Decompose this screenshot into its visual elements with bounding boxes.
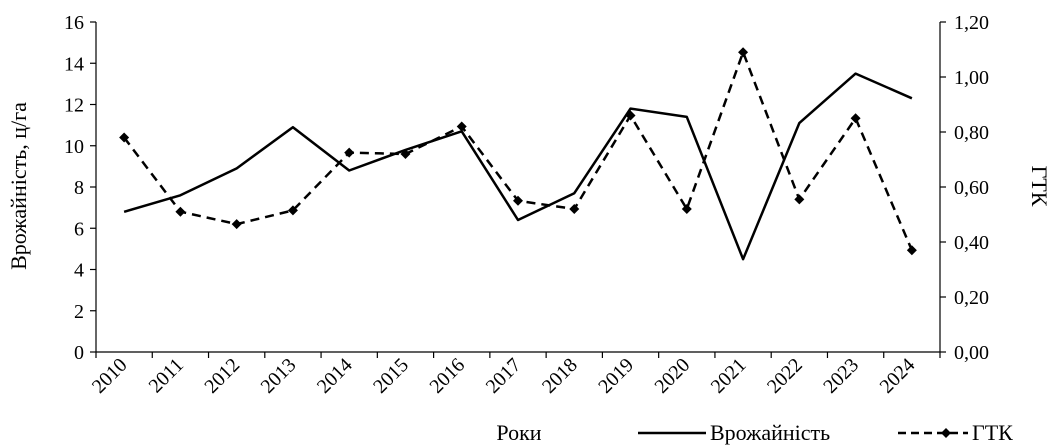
legend-marker-gtk — [941, 428, 951, 438]
x-tick-label: 2013 — [257, 354, 301, 398]
y-tick-label: 4 — [74, 260, 84, 282]
y2-tick-label: 0,00 — [954, 342, 989, 364]
y-tick-label: 16 — [64, 12, 84, 34]
series-marker-1 — [681, 204, 692, 214]
x-tick-label: 2016 — [425, 354, 469, 398]
series-marker-1 — [738, 47, 749, 58]
y-tick-label: 10 — [64, 136, 84, 158]
y-tick-label: 2 — [74, 301, 84, 323]
y2-tick-label: 0,40 — [954, 232, 989, 254]
x-tick-label: 2018 — [538, 354, 582, 398]
y2-tick-label: 1,00 — [954, 67, 989, 89]
x-tick-label: 2017 — [482, 354, 526, 398]
x-tick-label: 2019 — [594, 354, 638, 398]
series-marker-1 — [344, 147, 355, 158]
x-tick-label: 2010 — [88, 354, 132, 398]
x-tick-label: 2014 — [313, 354, 357, 398]
y2-tick-label: 0,80 — [954, 122, 989, 144]
series-marker-1 — [625, 110, 636, 121]
legend: Врожайність ГТК — [638, 420, 1013, 445]
legend-label-gtk: ГТК — [972, 420, 1013, 445]
series-marker-1 — [400, 149, 411, 159]
y2-tick-label: 1,20 — [954, 12, 989, 34]
y2-axis-title: ГТК — [1027, 166, 1052, 207]
legend-label-yield: Врожайність — [710, 420, 830, 445]
x-tick-label: 2015 — [369, 354, 413, 398]
x-tick-label: 2021 — [707, 354, 751, 398]
x-tick-label: 2011 — [145, 354, 188, 397]
x-tick-label: 2023 — [819, 354, 863, 398]
series-marker-1 — [456, 121, 467, 132]
series-marker-1 — [906, 245, 917, 256]
x-tick-label: 2020 — [650, 354, 694, 398]
series-marker-1 — [513, 195, 523, 206]
x-tick-label: 2022 — [763, 354, 807, 398]
series-layer — [119, 47, 917, 261]
series-marker-1 — [794, 194, 805, 205]
axes — [95, 22, 941, 353]
y-tick-label: 6 — [74, 218, 84, 240]
y-tick-label: 8 — [74, 177, 84, 199]
series-marker-1 — [119, 132, 130, 143]
series-marker-1 — [569, 204, 580, 214]
series-marker-1 — [231, 219, 242, 230]
x-axis-title: Роки — [496, 420, 541, 445]
y-tick-label: 0 — [74, 342, 84, 364]
y-tick-label: 12 — [64, 95, 84, 117]
y-tick-label: 14 — [64, 53, 84, 75]
y2-tick-label: 0,20 — [954, 287, 989, 309]
y2-tick-label: 0,60 — [954, 177, 989, 199]
ticks: 0 2 4 6 8 10 12 14 16 0,00 0,20 0,40 0,60 0,80 1,00 1,2… — [64, 12, 989, 398]
x-tick-label: 2024 — [876, 354, 920, 398]
series-marker-1 — [850, 113, 861, 124]
series-line-0 — [123, 72, 913, 261]
y-axis-title: Врожайність, ц/га — [6, 102, 31, 270]
x-tick-label: 2012 — [200, 354, 244, 398]
series-marker-1 — [287, 205, 298, 216]
series-marker-1 — [175, 206, 186, 217]
